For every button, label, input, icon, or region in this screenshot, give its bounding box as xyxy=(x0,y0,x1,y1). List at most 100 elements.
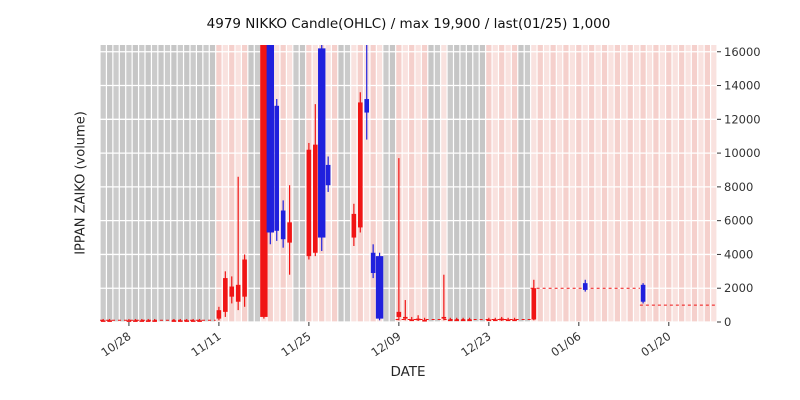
y-tick-label: 10000 xyxy=(724,146,761,160)
candle-body xyxy=(145,320,151,322)
candle-body xyxy=(325,164,331,186)
band-pink-day xyxy=(653,45,659,322)
candle-body xyxy=(640,284,646,302)
band-pink-day xyxy=(646,45,653,322)
candle-body xyxy=(375,256,384,319)
band-gray-day xyxy=(209,45,216,322)
band-pink-day xyxy=(216,45,222,322)
candle-body xyxy=(197,320,202,322)
band-pink-day xyxy=(222,45,228,322)
x-tick-label: 12/23 xyxy=(458,329,493,359)
candle-body xyxy=(171,320,177,322)
band-gray-day xyxy=(132,45,138,322)
band-pink-day xyxy=(486,45,492,322)
band-pink-day xyxy=(685,45,691,322)
band-gray-day xyxy=(428,45,434,322)
candle-body xyxy=(351,213,357,238)
band-pink-day xyxy=(402,45,408,322)
band-gray-day xyxy=(113,45,119,322)
candle-body xyxy=(402,316,408,319)
band-pink-day xyxy=(351,45,357,322)
candle-body xyxy=(460,319,466,322)
band-gray-day xyxy=(524,45,531,322)
band-pink-day xyxy=(492,45,498,322)
candle-body xyxy=(313,144,318,253)
band-pink-day xyxy=(595,45,601,322)
band-pink-day xyxy=(556,45,563,322)
band-gray-day xyxy=(152,45,158,322)
candle-body xyxy=(370,252,376,274)
y-axis-label: IPPAN ZAIKO (volume) xyxy=(73,111,89,255)
candle-body xyxy=(133,320,138,322)
band-gray-day xyxy=(184,45,190,322)
band-pink-day xyxy=(640,45,646,322)
band-pink-day xyxy=(659,45,665,322)
band-pink-day xyxy=(691,45,698,322)
band-gray-day xyxy=(190,45,196,322)
y-tick-label: 14000 xyxy=(724,79,761,93)
candle-body xyxy=(100,320,106,322)
candle-body xyxy=(447,319,453,322)
x-axis-label: DATE xyxy=(390,364,426,380)
band-pink-day xyxy=(576,45,582,322)
candle-body xyxy=(235,284,241,302)
candle-body xyxy=(280,210,286,240)
band-pink-day xyxy=(621,45,627,322)
candle-body xyxy=(364,99,370,113)
candle-body xyxy=(306,149,312,257)
band-pink-day xyxy=(704,45,710,322)
band-gray-day xyxy=(344,45,351,322)
band-gray-day xyxy=(447,45,453,322)
candle-body xyxy=(126,320,132,322)
band-gray-day xyxy=(203,45,209,322)
candle-body xyxy=(396,311,402,317)
candle-body xyxy=(229,286,235,297)
band-pink-day xyxy=(441,45,447,322)
band-pink-day xyxy=(679,45,685,322)
x-tick-label: 01/20 xyxy=(638,329,673,359)
candle-body xyxy=(184,320,190,322)
band-gray-day xyxy=(171,45,177,322)
candles xyxy=(100,45,646,322)
band-pink-day xyxy=(614,45,620,322)
candle-body xyxy=(531,288,537,320)
band-pink-day xyxy=(698,45,704,322)
band-gray-day xyxy=(389,45,396,322)
band-gray-day xyxy=(158,45,164,322)
candle-body xyxy=(409,319,415,322)
candle-body xyxy=(190,320,196,322)
candle-body xyxy=(223,278,228,312)
y-tick-label: 16000 xyxy=(724,45,761,59)
band-pink-day xyxy=(634,45,640,322)
band-gray-day xyxy=(145,45,151,322)
band-gray-day xyxy=(107,45,113,322)
band-gray-day xyxy=(119,45,126,322)
band-gray-day xyxy=(454,45,460,322)
chart-title: 4979 NIKKO Candle(OHLC) / max 19,900 / l… xyxy=(206,16,611,32)
band-pink-day xyxy=(544,45,550,322)
candle-body xyxy=(582,283,588,290)
band-pink-day xyxy=(421,45,428,322)
band-gray-day xyxy=(338,45,344,322)
band-pink-day xyxy=(666,45,672,322)
band-gray-day xyxy=(100,45,106,322)
band-gray-day xyxy=(299,45,306,322)
band-gray-day xyxy=(248,45,254,322)
band-gray-day xyxy=(197,45,203,322)
band-gray-day xyxy=(518,45,524,322)
candle-body xyxy=(139,320,145,322)
band-pink-day xyxy=(537,45,543,322)
y-tick-label: 12000 xyxy=(724,112,761,126)
band-gray-day xyxy=(177,45,183,322)
candle-body xyxy=(486,319,492,322)
band-gray-day xyxy=(383,45,389,322)
band-pink-day xyxy=(364,45,370,322)
band-pink-day xyxy=(711,45,717,322)
candle-body xyxy=(499,318,504,321)
candle-body xyxy=(260,45,268,317)
candle-body xyxy=(505,319,511,322)
band-pink-day xyxy=(242,45,248,322)
band-pink-day xyxy=(569,45,576,322)
candle-body xyxy=(107,320,112,322)
